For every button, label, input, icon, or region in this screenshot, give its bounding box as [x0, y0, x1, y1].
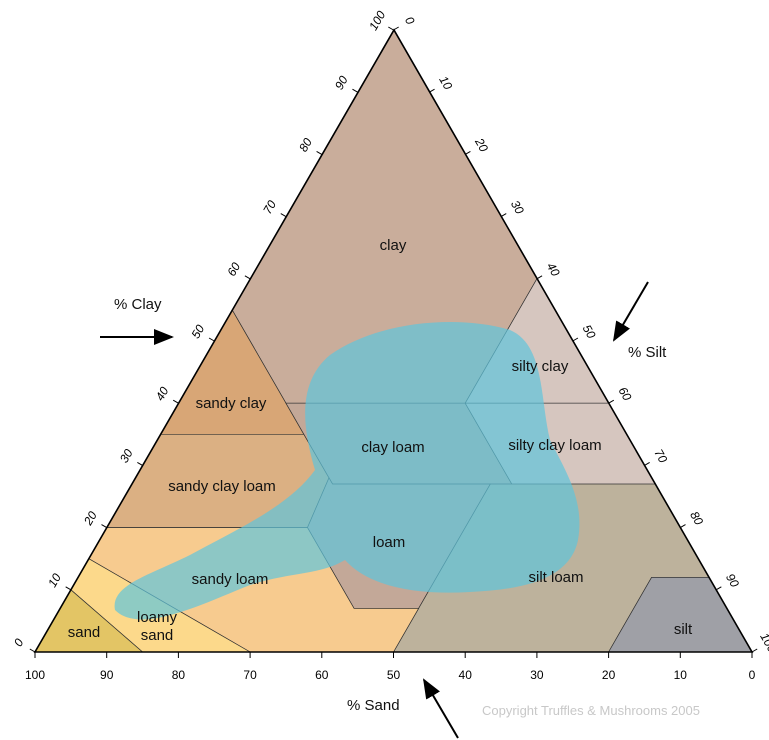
- clay-tick-label: 0: [11, 636, 27, 649]
- region-label: loam: [372, 534, 406, 551]
- tick-mark: [464, 150, 471, 155]
- sand-tick-label: 50: [387, 668, 401, 682]
- tick-mark: [608, 399, 615, 404]
- tick-mark: [65, 586, 72, 591]
- tick-mark: [536, 275, 543, 280]
- tick-mark: [101, 524, 107, 529]
- tick-mark: [280, 213, 287, 218]
- silt-tick-label: 70: [651, 447, 670, 466]
- clay-tick-label: 100: [366, 8, 388, 33]
- sand-axis-title: % Sand: [347, 697, 400, 714]
- region-label: sand: [67, 624, 101, 641]
- tick-mark: [29, 648, 36, 653]
- highlight-blob: [114, 322, 580, 620]
- tick-mark: [715, 586, 722, 591]
- clay-tick-label: 70: [260, 198, 279, 217]
- clay-tick-label: 80: [296, 135, 315, 154]
- region-label: clay: [379, 237, 407, 254]
- sand-tick-label: 20: [602, 668, 616, 682]
- tick-mark: [388, 26, 394, 31]
- tick-mark: [208, 337, 215, 342]
- region-label: sandy clay loam: [168, 478, 276, 495]
- silt-tick-label: 40: [544, 260, 563, 279]
- silt-tick-label: 60: [616, 385, 635, 404]
- silt-tick-label: 80: [687, 509, 706, 528]
- tick-mark: [244, 275, 251, 280]
- region-label: sandy loam: [191, 571, 269, 588]
- tick-mark: [680, 524, 686, 529]
- region-label: clay loam: [361, 439, 425, 456]
- sand-tick-label: 40: [459, 668, 473, 682]
- silt-tick-label: 100: [757, 630, 769, 655]
- region-label: sandy clay: [195, 395, 267, 412]
- region-label: silty clay loam: [508, 437, 602, 454]
- tick-mark: [572, 337, 579, 342]
- clay-tick-label: 50: [189, 322, 208, 341]
- clay-tick-label: 40: [153, 384, 172, 403]
- tick-mark: [137, 461, 143, 466]
- sand-arrow: [422, 678, 459, 739]
- copyright: Copyright Truffles & Mushrooms 2005: [482, 703, 700, 718]
- tick-mark: [500, 213, 507, 218]
- silt-tick-label: 90: [723, 571, 742, 590]
- region-label: silty clay: [511, 358, 569, 375]
- sand-tick-label: 90: [100, 668, 114, 682]
- sand-tick-label: 10: [674, 668, 688, 682]
- clay-tick-label: 90: [332, 73, 351, 92]
- region-label: silt: [673, 621, 693, 638]
- tick-mark: [644, 461, 650, 466]
- silt-tick-label: 50: [580, 322, 599, 341]
- tick-mark: [429, 88, 435, 93]
- clay-tick-label: 10: [45, 571, 64, 590]
- tick-mark: [172, 399, 179, 404]
- sand-tick-label: 0: [749, 668, 756, 682]
- region-label: silt loam: [528, 569, 584, 586]
- clay-tick-label: 60: [224, 260, 243, 279]
- region-label: loamy sand: [136, 609, 177, 644]
- clay-tick-label: 30: [117, 446, 136, 465]
- sand-tick-label: 60: [315, 668, 329, 682]
- silt-tick-label: 0: [402, 14, 418, 27]
- sand-tick-label: 70: [243, 668, 257, 682]
- silt-tick-label: 10: [436, 74, 455, 93]
- silt-axis-title: % Silt: [628, 344, 667, 361]
- sand-tick-label: 100: [25, 668, 45, 682]
- tick-mark: [751, 648, 758, 653]
- clay-axis-title: % Clay: [114, 296, 162, 313]
- silt-arrow: [612, 281, 649, 342]
- tick-mark: [352, 88, 358, 93]
- clay-tick-label: 20: [80, 509, 99, 529]
- silt-tick-label: 30: [508, 198, 527, 217]
- sand-tick-label: 80: [172, 668, 186, 682]
- silt-tick-label: 20: [472, 135, 491, 155]
- sand-tick-label: 30: [530, 668, 544, 682]
- tick-mark: [393, 26, 399, 31]
- tick-mark: [316, 150, 323, 155]
